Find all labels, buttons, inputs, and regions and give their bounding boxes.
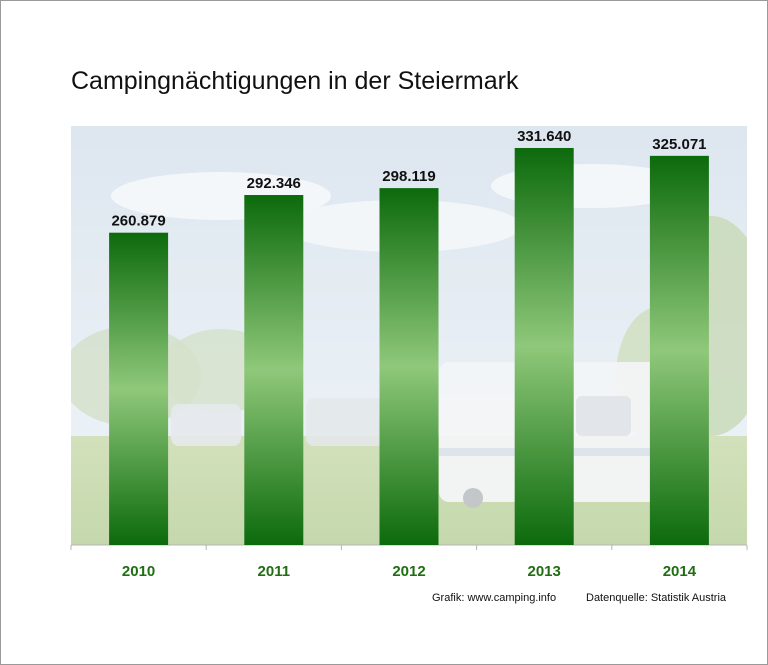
category-label-2014: 2014	[663, 563, 697, 580]
category-labels: 2010 2011 2012 2013 2014	[122, 563, 697, 580]
category-label-2011: 2011	[258, 563, 291, 580]
category-label-2013: 2013	[528, 563, 561, 580]
graphic-credit: Grafik: www.camping.info	[432, 592, 557, 604]
bar-2012	[379, 188, 439, 546]
bar-2014	[649, 155, 709, 545]
bar-series	[109, 147, 709, 546]
category-label-2010: 2010	[122, 563, 155, 580]
category-label-2012: 2012	[392, 563, 425, 580]
value-label-2010: 260.879	[111, 213, 165, 230]
bar-2011	[244, 195, 304, 545]
value-label-2014: 325.071	[652, 136, 706, 153]
data-source-credit: Datenquelle: Statistik Austria	[586, 592, 727, 604]
value-label-2011: 292.346	[247, 175, 301, 192]
value-label-2012: 298.119	[382, 168, 435, 185]
x-axis-ticks	[70, 545, 748, 550]
bar-2013	[514, 147, 574, 545]
value-labels: 260.879 292.346 298.119 331.640 325.071	[111, 128, 706, 230]
chart-title: Campingnächtigungen in der Steiermark	[71, 67, 519, 95]
bar-2010	[109, 232, 169, 546]
value-label-2013: 331.640	[517, 128, 571, 145]
